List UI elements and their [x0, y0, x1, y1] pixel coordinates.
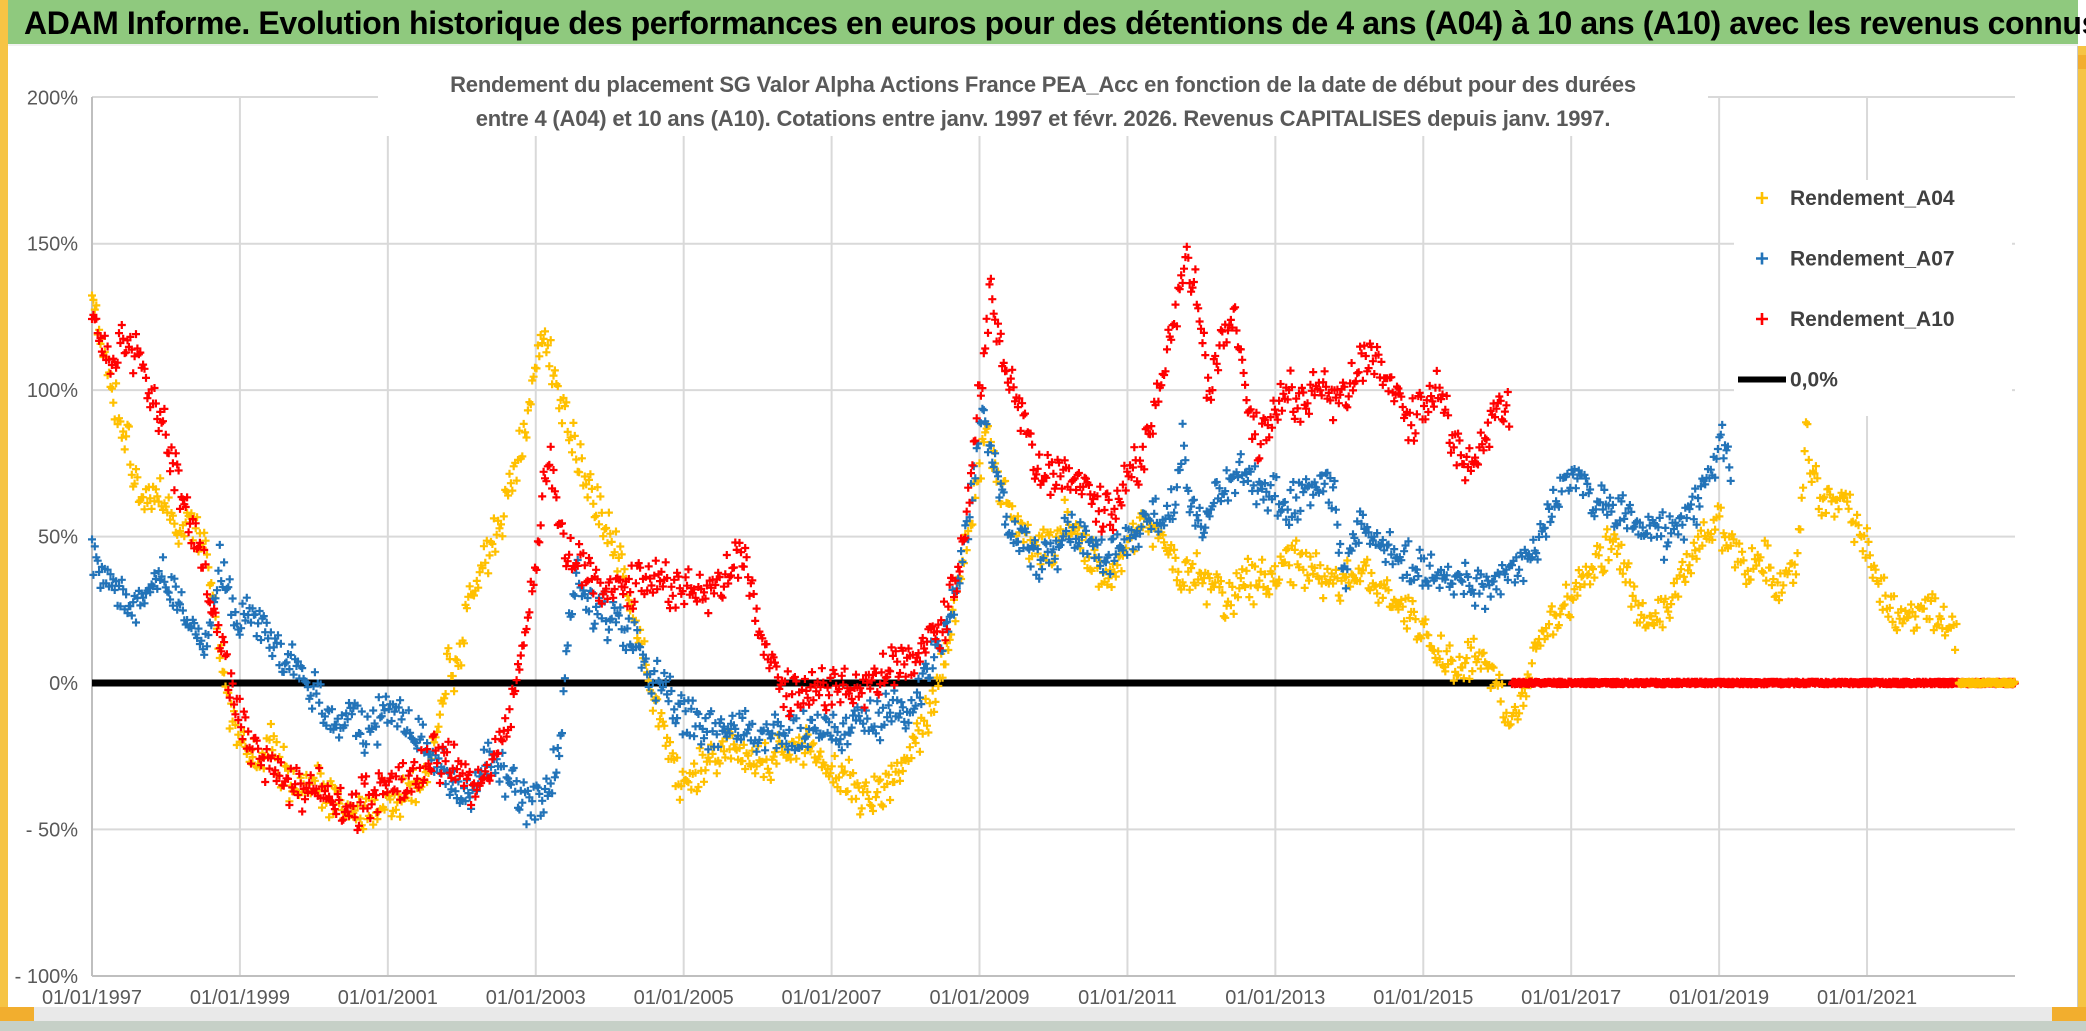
- svg-text:01/01/1999: 01/01/1999: [190, 987, 290, 1009]
- svg-text:50%: 50%: [38, 527, 78, 549]
- svg-text:01/01/2007: 01/01/2007: [782, 987, 882, 1009]
- svg-text:0,0%: 0,0%: [1790, 369, 1838, 392]
- title-bar: ADAM Informe. Evolution historique des p…: [8, 0, 2086, 46]
- svg-text:01/01/2015: 01/01/2015: [1373, 987, 1473, 1009]
- bottom-edge-strip: [0, 1021, 2086, 1031]
- svg-text:Rendement_A07: Rendement_A07: [1790, 248, 1955, 271]
- top-right-corner-handle[interactable]: [2078, 55, 2086, 69]
- svg-text:100%: 100%: [27, 380, 78, 402]
- scrollbar-right-handle[interactable]: [2052, 1007, 2086, 1021]
- horizontal-scrollbar[interactable]: [0, 1007, 2086, 1021]
- left-accent-strip: [0, 0, 8, 1031]
- svg-text:Rendement_A04: Rendement_A04: [1790, 187, 1955, 210]
- page-title: ADAM Informe. Evolution historique des p…: [24, 5, 2086, 41]
- svg-text:200%: 200%: [27, 87, 78, 109]
- svg-text:0%: 0%: [49, 673, 78, 695]
- right-accent-strip: [2077, 46, 2086, 1021]
- svg-text:01/01/2013: 01/01/2013: [1225, 987, 1325, 1009]
- svg-text:01/01/2005: 01/01/2005: [634, 987, 734, 1009]
- svg-text:01/01/2017: 01/01/2017: [1521, 987, 1621, 1009]
- svg-text:- 50%: - 50%: [26, 819, 78, 841]
- svg-text:01/01/2019: 01/01/2019: [1669, 987, 1769, 1009]
- scrollbar-left-handle[interactable]: [0, 1007, 34, 1021]
- chart-subtitle-line2: entre 4 (A04) et 10 ans (A10). Cotations…: [475, 106, 1611, 131]
- svg-text:01/01/2003: 01/01/2003: [486, 987, 586, 1009]
- chart-subtitle: Rendement du placement SG Valor Alpha Ac…: [378, 68, 1708, 136]
- svg-text:01/01/2001: 01/01/2001: [338, 987, 438, 1009]
- svg-text:01/01/2011: 01/01/2011: [1078, 987, 1177, 1009]
- svg-text:01/01/2021: 01/01/2021: [1817, 987, 1917, 1009]
- svg-text:01/01/2009: 01/01/2009: [929, 987, 1029, 1009]
- svg-text:- 100%: - 100%: [15, 966, 79, 988]
- svg-text:01/01/1997: 01/01/1997: [42, 987, 142, 1009]
- svg-text:150%: 150%: [27, 234, 78, 256]
- svg-text:Rendement_A10: Rendement_A10: [1790, 308, 1955, 331]
- chart-area: 200% 150% 100% 50% 0% - 50% - 100% 01/01/1997 01…: [8, 46, 2078, 1009]
- chart-subtitle-line1: Rendement du placement SG Valor Alpha Ac…: [450, 72, 1636, 97]
